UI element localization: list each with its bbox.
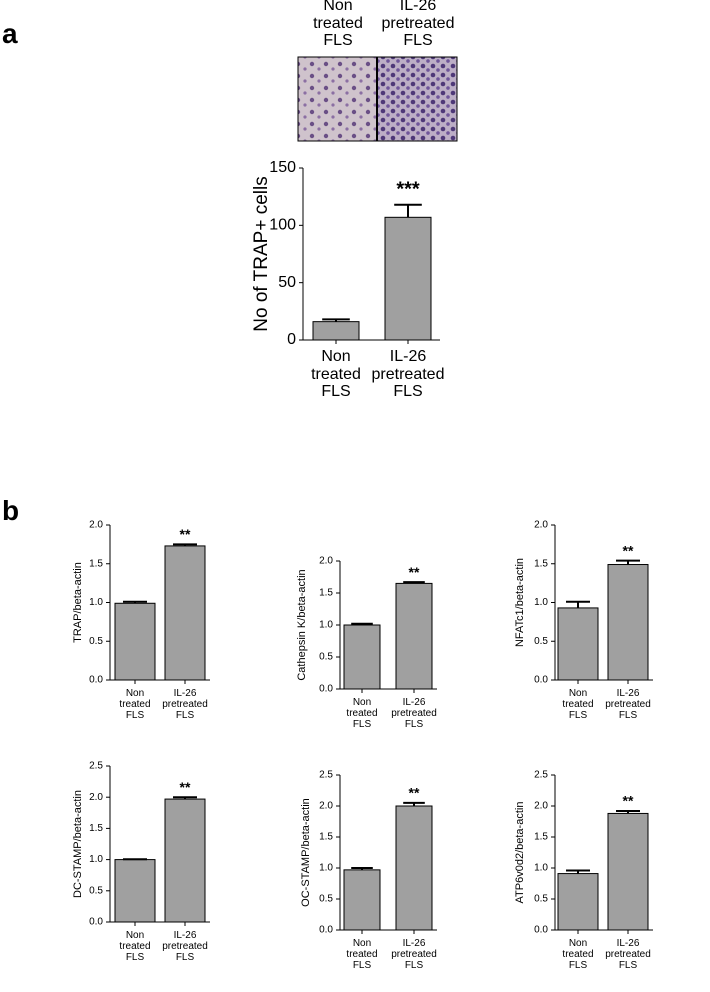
y-tick-label: 1.5 [319,588,333,599]
y-tick-label: 2.0 [89,792,103,803]
x-tick-label: Non treated FLS [562,688,594,721]
y-tick-label: 1.0 [89,597,103,608]
y-tick-label: 0.0 [89,675,103,686]
x-tick-label: Non treated FLS [119,930,151,963]
y-axis-label: DC-STAMP/beta-actin [72,790,84,898]
significance: ** [623,542,634,558]
y-tick-label: 1.0 [534,863,548,874]
bar [343,869,381,931]
y-tick-label: 0 [287,331,296,348]
image-label: IL-26 pretreated FLS [381,0,455,50]
x-tick-label: IL-26 pretreated FLS [391,938,437,971]
bar [607,564,649,681]
bar [395,582,433,690]
y-axis-label: TRAP/beta-actin [72,562,84,643]
micrograph [298,57,377,141]
bar [607,812,649,931]
y-tick-label: 1.0 [319,863,333,874]
significance: ** [409,785,420,801]
y-tick-label: 1.5 [89,823,103,834]
y-tick-label: 0.5 [89,885,103,896]
y-tick-label: 0.5 [89,636,103,647]
y-tick-label: 0.5 [534,636,548,647]
x-tick-label: IL-26 pretreated FLS [162,688,208,721]
y-tick-label: 1.5 [89,558,103,569]
x-tick-label: IL-26 pretreated FLS [162,930,208,963]
y-tick-label: 1.5 [534,558,548,569]
y-axis-label: No of TRAP+ cells [251,176,272,331]
y-axis-label: ATP6v0d2/beta-actin [514,802,526,904]
y-tick-label: 1.0 [89,854,103,865]
x-tick-label: Non treated FLS [562,938,594,971]
y-axis-label: NFATc1/beta-actin [514,558,526,647]
y-tick-label: 0.0 [534,675,548,686]
y-tick-label: 50 [278,274,296,291]
bar [312,321,360,341]
x-tick-label: Non treated FLS [346,938,378,971]
bar [114,602,156,681]
y-tick-label: 2.5 [534,770,548,781]
significance: ** [623,793,634,809]
bar [164,545,206,681]
y-axis-label: Cathepsin K/beta-actin [296,569,308,680]
x-tick-label: IL-26 pretreated FLS [605,688,651,721]
bar [164,798,206,923]
y-tick-label: 0.0 [319,684,333,695]
y-tick-label: 0.5 [534,894,548,905]
panel-label: a [2,18,18,49]
panel-label: b [2,495,20,526]
y-tick-label: 2.5 [89,761,103,772]
y-tick-label: 0.0 [534,925,548,936]
significance: *** [396,179,420,201]
y-tick-label: 0.5 [319,652,333,663]
y-tick-label: 0.5 [319,894,333,905]
y-tick-label: 100 [269,217,296,234]
significance: ** [409,564,420,580]
y-tick-label: 2.0 [319,801,333,812]
significance: ** [180,779,191,795]
bar [114,859,156,923]
x-tick-label: Non treated FLS [311,348,361,401]
y-tick-label: 1.5 [319,832,333,843]
y-tick-label: 2.0 [534,520,548,531]
x-tick-label: Non treated FLS [346,697,378,730]
y-tick-label: 150 [269,159,296,176]
bar [395,805,433,931]
y-tick-label: 2.0 [534,801,548,812]
y-tick-label: 2.0 [89,520,103,531]
y-tick-label: 0.0 [89,917,103,928]
image-label: Non treated FLS [313,0,363,50]
bar [384,216,432,341]
x-tick-label: IL-26 pretreated FLS [605,938,651,971]
y-tick-label: 1.0 [319,620,333,631]
x-tick-label: IL-26 pretreated FLS [391,697,437,730]
y-tick-label: 1.5 [534,832,548,843]
x-tick-label: IL-26 pretreated FLS [371,348,445,401]
y-tick-label: 2.0 [319,556,333,567]
bar [343,624,381,690]
bar [557,607,599,681]
micrograph [377,57,457,141]
y-tick-label: 1.0 [534,597,548,608]
y-tick-label: 2.5 [319,770,333,781]
bar [557,873,599,931]
x-tick-label: Non treated FLS [119,688,151,721]
y-tick-label: 0.0 [319,925,333,936]
significance: ** [180,526,191,542]
y-axis-label: OC-STAMP/beta-actin [300,798,312,907]
